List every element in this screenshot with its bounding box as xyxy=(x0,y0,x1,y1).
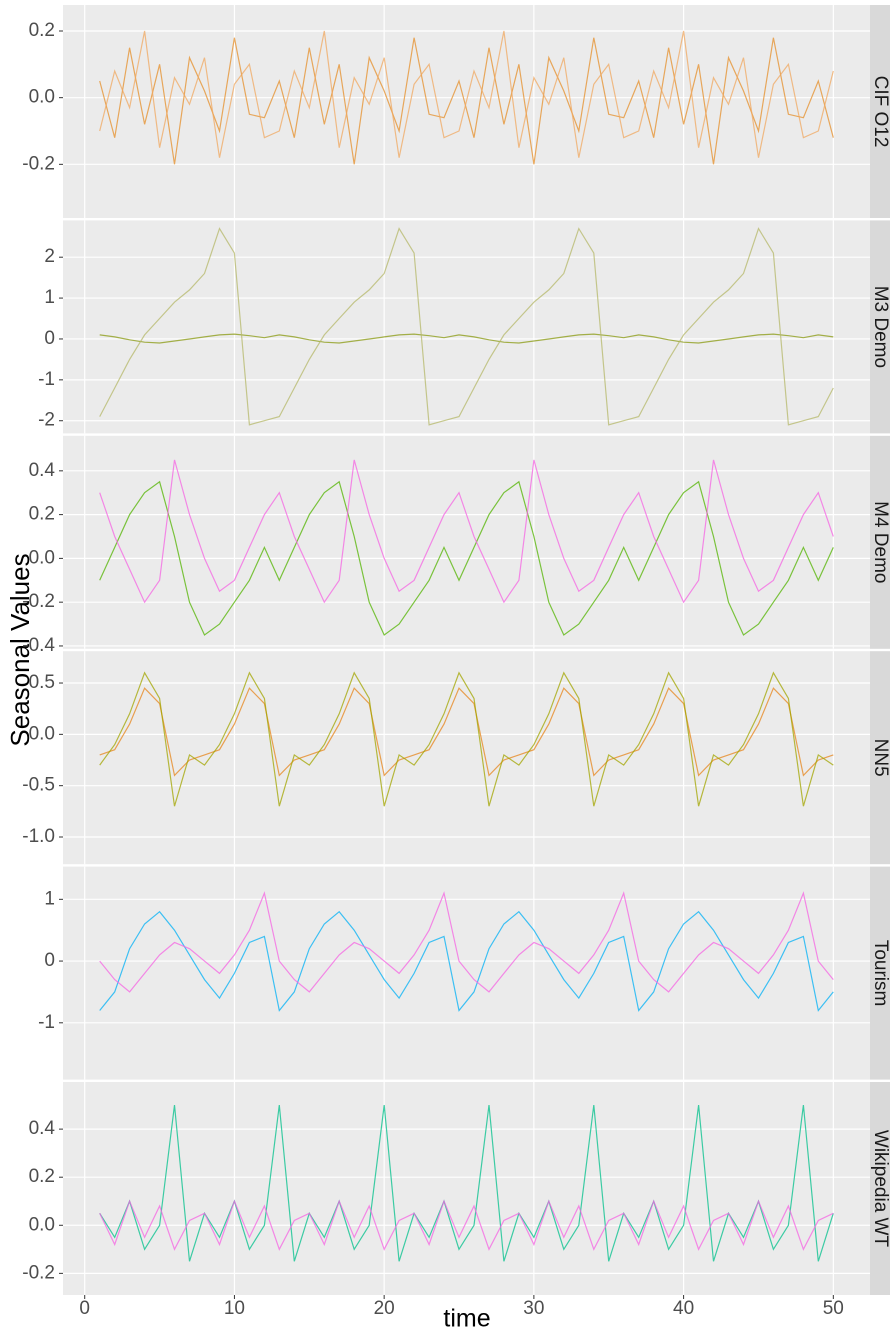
strip-label: Tourism xyxy=(870,940,891,1007)
series-line xyxy=(99,891,834,993)
strip xyxy=(870,5,890,218)
series-line xyxy=(99,671,834,807)
y-tick-label: 0.2 xyxy=(29,504,55,525)
strip xyxy=(870,651,890,865)
y-tick-label: 0.5 xyxy=(29,672,55,693)
x-axis-title: time xyxy=(443,1305,490,1333)
panel-background xyxy=(63,1082,870,1295)
series-line xyxy=(99,30,834,158)
y-tick-label: 0.4 xyxy=(29,460,56,481)
series-line xyxy=(99,227,834,426)
y-tick-label: 0 xyxy=(44,328,55,349)
strip-label: M4 Demo xyxy=(870,501,891,583)
y-tick-label: 0.2 xyxy=(29,20,55,41)
series-line xyxy=(99,333,834,344)
series-line xyxy=(99,910,834,1012)
panel-background xyxy=(63,435,870,649)
x-tick-label: 20 xyxy=(374,1298,395,1319)
strip-label: CIF O12 xyxy=(870,76,891,148)
strip xyxy=(870,220,890,434)
y-tick-label: 1 xyxy=(44,287,55,308)
x-tick-label: 10 xyxy=(224,1298,245,1319)
strip xyxy=(870,1082,890,1295)
y-tick-label: 0 xyxy=(44,950,55,971)
strip xyxy=(870,435,890,649)
y-tick-label: 2 xyxy=(44,246,55,267)
y-tick-label: -0.2 xyxy=(22,591,55,612)
y-tick-label: 0.0 xyxy=(29,87,55,108)
strip-label: NN5 xyxy=(870,739,891,777)
y-tick-label: -1 xyxy=(38,1012,55,1033)
y-tick-label: -0.4 xyxy=(22,635,55,656)
panel-background xyxy=(63,866,870,1080)
y-tick-label: 0.0 xyxy=(29,1214,55,1235)
y-tick-label: 0.4 xyxy=(29,1118,56,1139)
strip xyxy=(870,866,890,1080)
series-line xyxy=(99,1105,834,1262)
y-tick-label: -0.2 xyxy=(22,153,55,174)
y-tick-label: 1 xyxy=(44,888,55,909)
y-tick-label: 0.2 xyxy=(29,1166,55,1187)
x-tick-label: 50 xyxy=(823,1298,844,1319)
series-line xyxy=(99,37,834,165)
y-tick-label: -0.5 xyxy=(22,775,55,796)
x-tick-label: 0 xyxy=(79,1298,90,1319)
y-tick-label: -2 xyxy=(38,410,55,431)
x-tick-label: 30 xyxy=(523,1298,544,1319)
y-tick-label: 0.0 xyxy=(29,547,55,568)
y-tick-label: 0.0 xyxy=(29,723,55,744)
strip-label: M3 Demo xyxy=(870,286,891,368)
y-tick-label: -0.2 xyxy=(22,1262,55,1283)
y-axis-title: Seasonal Values xyxy=(5,553,35,746)
series-line xyxy=(99,1199,834,1251)
panel-background xyxy=(63,220,870,434)
x-tick-label: 40 xyxy=(673,1298,694,1319)
y-tick-label: -1 xyxy=(38,369,55,390)
series-line xyxy=(99,459,834,604)
y-tick-label: -1.0 xyxy=(22,826,55,847)
strip-label: Wikipedia WT xyxy=(870,1130,891,1248)
series-line xyxy=(99,480,834,636)
